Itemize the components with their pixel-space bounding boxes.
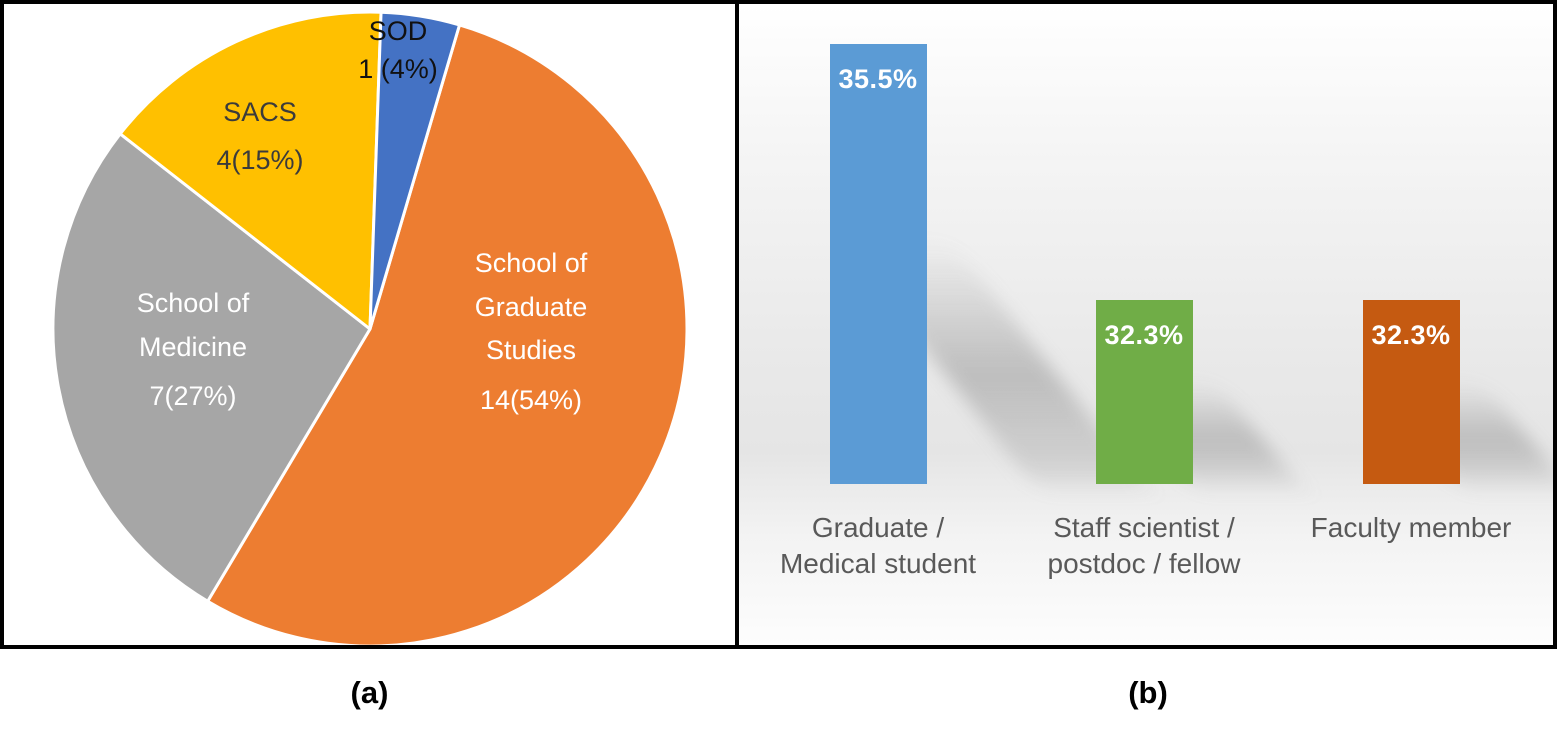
pie-label-2: SACS 4(15%): [165, 90, 355, 184]
pie-chart: [51, 10, 689, 645]
panel-divider: [735, 4, 739, 645]
bar-category-label-line: Medical student: [779, 548, 977, 580]
bar-value-label-1: 32.3%: [1104, 320, 1184, 350]
bar-chart-panel: 35.5% Graduate / Medical student 32.3% Staff…: [739, 4, 1553, 645]
bar-1: 32.3%: [1095, 300, 1193, 484]
chart-frame: School of Graduate Studies 14(54%) School …: [0, 0, 1557, 649]
bar-category-label-line: Staff scientist /: [1053, 512, 1235, 543]
bar-2: 32.3%: [1362, 300, 1460, 484]
pie-labels-layer: School of Graduate Studies 14(54%) School …: [4, 4, 735, 645]
bar-category-label-2: Faculty member: [1261, 510, 1553, 546]
pie-slice-3: [368, 10, 462, 331]
pie-label-1: School of Medicine 7(27%): [98, 282, 288, 419]
pie-label-name: SOD: [368, 16, 428, 46]
bar-category-label-0: Graduate / Medical student: [739, 510, 1028, 583]
bar-chart: 35.5% Graduate / Medical student 32.3% Staff…: [739, 4, 1553, 645]
pie-slice-1: [51, 132, 372, 603]
bar-category-label-line: Graduate /: [811, 512, 945, 543]
pie-label-value: 1 (4%): [358, 54, 438, 85]
pie-label-value: 4(15%): [216, 144, 304, 175]
bar-category-label-line: Faculty member: [1310, 512, 1512, 543]
bar-category-label-line: postdoc / fellow: [1047, 548, 1241, 580]
caption-b: (b): [1128, 675, 1168, 710]
pie-chart-panel: School of Graduate Studies 14(54%) School …: [4, 4, 735, 645]
caption-row: (a) (b): [0, 649, 1557, 733]
pie-label-name: School of Graduate Studies: [474, 248, 588, 366]
pie-label-3: SOD 1 (4%): [303, 14, 493, 87]
pie-slice-0: [206, 23, 689, 645]
bar-0: 35.5%: [829, 44, 927, 484]
bar-value-label-0: 35.5%: [838, 64, 918, 94]
bar-value-label-2: 32.3%: [1371, 320, 1451, 350]
pie-label-name: SACS: [223, 97, 297, 127]
pie-label-value: 14(54%): [479, 385, 583, 416]
pie-label-0: School of Graduate Studies 14(54%): [436, 242, 626, 423]
bar-category-label-1: Staff scientist / postdoc / fellow: [994, 510, 1294, 583]
pie-slice-2: [118, 10, 383, 331]
pie-label-value: 7(27%): [149, 381, 237, 412]
pie-label-name: School of Medicine: [136, 288, 250, 362]
caption-cell-b: (b): [739, 649, 1557, 711]
caption-cell-a: (a): [0, 649, 739, 711]
caption-a: (a): [350, 675, 389, 710]
